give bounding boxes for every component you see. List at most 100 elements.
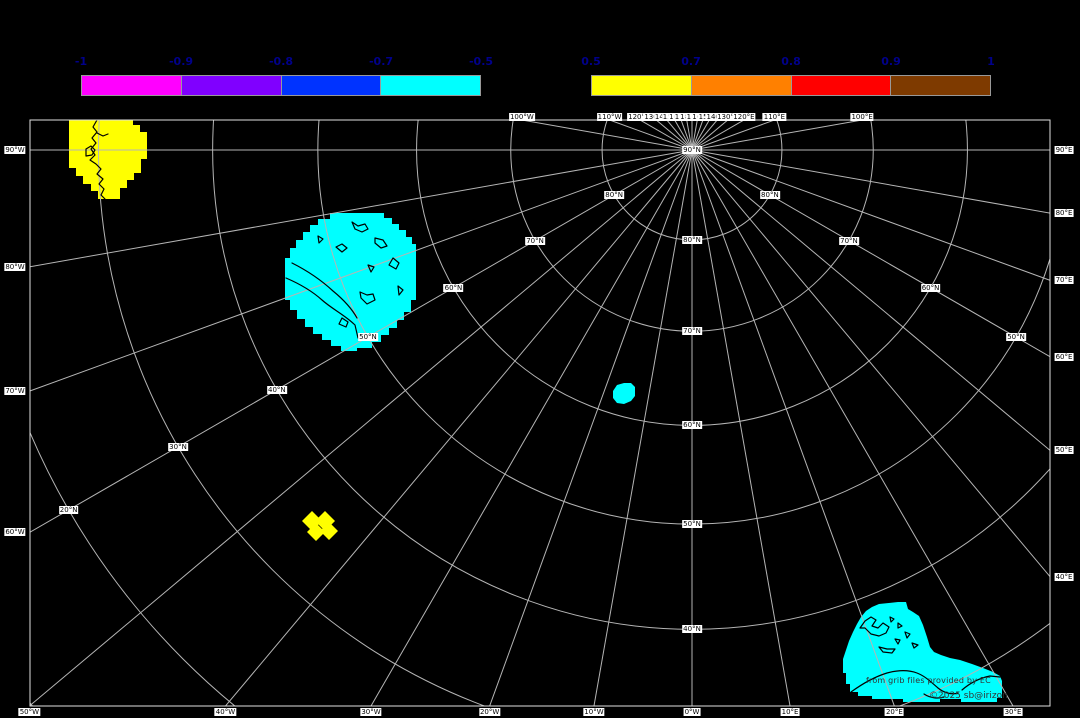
lon-label-right: 40°E <box>1054 572 1074 581</box>
coastline <box>850 670 959 695</box>
meridian-line <box>691 149 1050 452</box>
coastline <box>374 237 388 249</box>
patch-quebec-cyan <box>285 213 416 351</box>
lat-label-south: 50°N <box>682 520 702 529</box>
lat-label-south: 80°N <box>682 235 702 244</box>
meridian-line <box>489 149 693 706</box>
coastline <box>897 622 903 629</box>
lat-label-west: 70°N <box>525 236 545 245</box>
coastline <box>96 132 109 137</box>
coastline <box>317 235 324 244</box>
lat-label-west: 20°N <box>58 505 79 514</box>
coastline <box>388 257 400 270</box>
lon-label-bottom: 0°W <box>683 707 701 716</box>
colorbar-tick-label: 0.5 <box>581 55 601 68</box>
latitude-circle <box>98 120 1050 706</box>
patch-iceland-cyan <box>613 383 635 404</box>
coastline <box>335 243 348 253</box>
colorbar-tick-label: -0.7 <box>368 55 394 68</box>
patch-mediterranean-cyan <box>843 602 1002 702</box>
meridian-line <box>691 120 704 151</box>
meridian-line <box>674 120 693 151</box>
lon-label-bottom: 10°E <box>780 707 800 716</box>
coastline <box>878 646 896 654</box>
lon-label-right: 80°E <box>1054 209 1074 218</box>
meridian-line <box>691 149 1050 214</box>
lon-label-top: 110°E <box>762 113 787 121</box>
lon-label-right: 60°E <box>1054 352 1074 361</box>
meridian-line <box>30 149 693 392</box>
lat-label-south: 70°N <box>682 327 702 336</box>
coastline <box>911 642 919 649</box>
meridian-line <box>224 149 693 706</box>
coastline <box>961 675 1001 691</box>
credit-source-text: from grib files provided by EC <box>866 676 991 685</box>
colorbar-tick-label: 0.7 <box>681 55 701 68</box>
lat-label-east: 50°N <box>1006 333 1026 342</box>
meridian-line <box>30 149 693 268</box>
colorbar-tick-label: 0.9 <box>881 55 901 68</box>
lat-label-west: 50°N <box>358 333 378 342</box>
lon-label-bottom: 50°W <box>18 707 41 716</box>
lat-label-east: 80°N <box>760 190 780 199</box>
lat-label-west: 80°N <box>604 190 624 199</box>
colorbar-tick-label: -0.5 <box>468 55 494 68</box>
coastline <box>894 638 901 645</box>
coastline <box>89 120 106 200</box>
coastline <box>397 285 404 296</box>
pole-label: 90°N <box>682 146 702 154</box>
lat-label-south: 60°N <box>682 421 702 430</box>
meridian-line <box>691 120 866 151</box>
lon-label-right: 70°E <box>1054 276 1074 285</box>
lon-label-left: 80°W <box>4 262 26 271</box>
meridian-line <box>370 149 693 706</box>
lon-label-left: 70°W <box>4 386 26 395</box>
lat-label-east: 60°N <box>920 283 941 292</box>
lon-label-right: 50°E <box>1054 446 1074 455</box>
meridian-line <box>593 149 693 706</box>
lon-label-bottom: 30°E <box>1003 707 1023 716</box>
coastline <box>359 291 376 305</box>
meridian-line <box>691 149 1050 358</box>
coastline <box>367 264 375 273</box>
lon-label-top: 100°W <box>508 113 535 121</box>
lon-label-top: 100°E <box>850 113 874 121</box>
lon-label-right: 90°E <box>1054 146 1074 154</box>
coastline <box>904 631 911 639</box>
meridian-line <box>691 149 895 706</box>
lon-label-bottom: 10°W <box>583 707 605 716</box>
coastline <box>859 616 890 637</box>
colorbar-segment <box>380 75 481 96</box>
colorbar-tick-label: 0.8 <box>781 55 801 68</box>
coastline <box>285 277 359 339</box>
colorbar-tick-label: 1 <box>987 55 995 68</box>
lon-label-bottom: 20°E <box>884 707 904 716</box>
coastline <box>923 693 945 699</box>
colorbar-positive-ticks: 0.5 0.7 0.8 0.9 1 <box>581 55 995 69</box>
meridian-line <box>30 149 693 706</box>
lon-label-top: 120°W <box>627 113 653 121</box>
meridian-line <box>691 120 776 151</box>
colorbar-segment <box>890 75 991 96</box>
meridian-line <box>691 149 1050 281</box>
coastline <box>291 262 358 319</box>
lon-label-top: 110°W <box>596 113 623 121</box>
meridian-line <box>691 120 745 151</box>
meridian-line <box>686 120 693 151</box>
meridian-line <box>691 120 718 151</box>
colorbar-tick-label: -0.9 <box>168 55 194 68</box>
colorbar-negative-ticks: -1 -0.9 -0.8 -0.7 -0.5 <box>75 55 493 69</box>
meridian-line <box>691 120 710 151</box>
meridian-line <box>691 120 729 151</box>
patch-atlantic-yellow-4 <box>320 522 338 540</box>
meridian-line <box>691 149 791 706</box>
lat-label-west: 40°N <box>267 385 287 394</box>
colorbar-positive <box>591 75 991 96</box>
lon-label-left: 60°W <box>4 528 26 537</box>
lat-label-west: 60°N <box>443 283 464 292</box>
coastline <box>338 317 349 328</box>
coastline <box>889 616 895 623</box>
